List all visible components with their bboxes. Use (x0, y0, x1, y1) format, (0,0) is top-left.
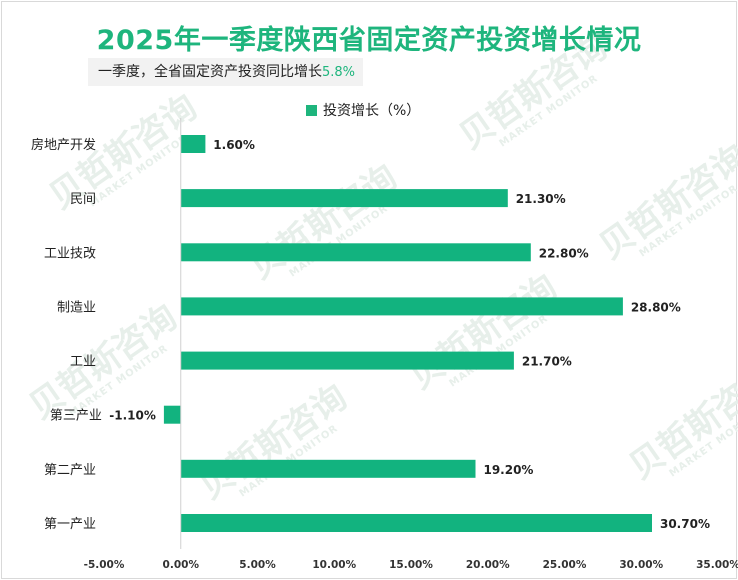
subtitle-text: 一季度，全省固定资产投资同比增长 (98, 64, 322, 80)
bar (163, 405, 181, 424)
x-tick-label: 20.00% (466, 559, 510, 571)
bar (180, 189, 508, 208)
x-tick-label: 10.00% (312, 559, 356, 571)
x-tick-label: 5.00% (239, 559, 276, 571)
bar (180, 459, 476, 478)
x-tick-label: -5.00% (84, 559, 125, 571)
x-tick-label: 35.00% (696, 559, 738, 571)
subtitle-box: 一季度，全省固定资产投资同比增长5.8% (88, 58, 364, 86)
data-label: 30.70% (660, 517, 710, 531)
x-tick-label: 30.00% (619, 559, 663, 571)
data-label: 28.80% (631, 300, 681, 314)
watermark-text: 贝哲斯咨询 (402, 267, 564, 397)
legend: 投资增长（%） (306, 102, 420, 120)
chart-title: 2025年一季度陕西省固定资产投资增长情况 (96, 25, 642, 56)
legend-label: 投资增长（%） (323, 103, 421, 119)
x-tick-label: 0.00% (163, 559, 200, 571)
bar (180, 297, 623, 316)
data-label: -1.10% (109, 409, 156, 423)
data-label: 19.20% (483, 463, 533, 477)
category-label: 工业技改 (44, 246, 96, 261)
bar (180, 351, 514, 370)
legend-swatch (306, 105, 317, 116)
watermark-text: 贝哲斯咨询 (242, 157, 404, 287)
bar (180, 243, 531, 262)
x-tick-label: 25.00% (543, 559, 587, 571)
x-tick-label: 15.00% (389, 559, 433, 571)
bar (180, 135, 206, 153)
data-label: 21.30% (516, 192, 566, 206)
plot-area: 房地产开发 1.60% 民间 21.30% 工业技改 22.80% 制造业 28.80% 工业 2… (31, 118, 738, 571)
category-label: 民间 (70, 192, 96, 207)
category-label: 第二产业 (44, 463, 96, 478)
category-label: 工业 (70, 355, 96, 370)
watermark-text: 贝哲斯咨询 (192, 377, 354, 507)
category-label: 制造业 (57, 300, 96, 315)
bar (180, 514, 653, 532)
data-label: 1.60% (213, 138, 255, 152)
data-label: 22.80% (539, 246, 589, 260)
subtitle-value: 5.8% (322, 65, 356, 80)
category-label: 第三产业 (50, 409, 102, 424)
category-label: 房地产开发 (31, 137, 96, 153)
watermark-text: 贝哲斯咨询 (22, 297, 184, 427)
category-label: 第一产业 (44, 517, 96, 532)
data-label: 21.70% (522, 355, 572, 369)
